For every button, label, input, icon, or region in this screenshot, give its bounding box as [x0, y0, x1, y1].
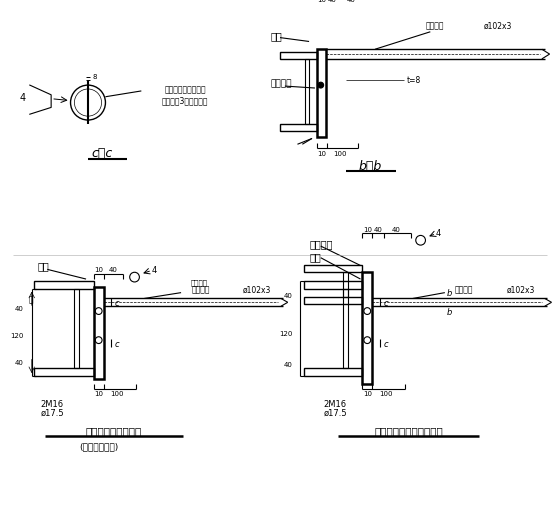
Text: 2M16: 2M16 [324, 399, 347, 408]
Text: 40: 40 [392, 226, 401, 232]
Text: c: c [115, 298, 119, 307]
Text: 焊接钢管: 焊接钢管 [191, 285, 210, 294]
Bar [362, 273, 372, 384]
Text: 10: 10 [94, 267, 103, 273]
Text: 40: 40 [15, 306, 24, 312]
Text: 钢管开槽后插入钢板: 钢管开槽后插入钢板 [164, 85, 206, 94]
Bar [280, 53, 317, 60]
Text: 100: 100 [379, 391, 393, 397]
Text: ø102x3: ø102x3 [242, 285, 271, 294]
Bar [304, 281, 362, 289]
Bar [305, 60, 309, 125]
Bar [34, 369, 94, 376]
Text: 100: 100 [333, 150, 347, 157]
Bar [304, 369, 362, 376]
Text: c: c [115, 339, 119, 348]
Text: ø17.5: ø17.5 [40, 408, 64, 417]
Bar [34, 281, 94, 289]
Text: 40: 40 [284, 362, 293, 368]
Text: 120: 120 [279, 331, 293, 337]
Text: 10: 10 [363, 226, 372, 232]
Text: 10: 10 [94, 391, 103, 397]
Text: 焊接钢管: 焊接钢管 [455, 285, 474, 294]
Bar [280, 125, 317, 131]
Text: 40: 40 [346, 0, 355, 3]
Circle shape [318, 83, 324, 89]
Text: 4: 4 [151, 265, 157, 274]
Text: ø102x3: ø102x3 [484, 21, 512, 30]
Bar [343, 273, 348, 297]
Text: 钢梁: 钢梁 [270, 31, 282, 40]
Bar [317, 50, 325, 137]
Text: 4: 4 [436, 229, 441, 237]
Text: c: c [384, 339, 388, 348]
Text: 焊接钢管: 焊接钢管 [426, 21, 444, 30]
Text: t=8: t=8 [407, 76, 421, 85]
Text: 且端头用3厚钢板焊严: 且端头用3厚钢板焊严 [162, 96, 208, 105]
Text: 120: 120 [11, 333, 24, 339]
Text: 40: 40 [15, 360, 24, 366]
Bar [94, 287, 104, 379]
Text: 100: 100 [110, 391, 124, 397]
Bar [304, 265, 362, 273]
Text: 焊接钢管: 焊接钢管 [191, 279, 208, 286]
Text: 刚性系杆连接详图二: 刚性系杆连接详图二 [85, 426, 141, 435]
Bar [74, 289, 80, 369]
Text: 10: 10 [317, 150, 326, 157]
Text: 钢梁: 钢梁 [38, 261, 49, 271]
Text: 2M16: 2M16 [40, 399, 64, 408]
Text: b－b: b－b [358, 160, 382, 173]
Text: ø17.5: ø17.5 [324, 408, 347, 417]
Text: b: b [447, 289, 452, 298]
Text: 孔: 孔 [29, 294, 34, 304]
Text: 屋脊外刚性系杆连接详图: 屋脊外刚性系杆连接详图 [375, 426, 444, 435]
Bar [304, 297, 362, 305]
Text: 40: 40 [284, 292, 293, 298]
Text: ø102x3: ø102x3 [506, 285, 535, 294]
Text: 钢梁端板: 钢梁端板 [309, 239, 333, 248]
Text: (用于加劲腹外): (用于加劲腹外) [79, 441, 118, 450]
Text: 40: 40 [374, 226, 382, 232]
Text: 钢梁: 钢梁 [309, 251, 321, 261]
Text: 钢梁端板: 钢梁端板 [270, 79, 292, 88]
Text: c: c [384, 298, 388, 307]
Text: c－c: c－c [92, 147, 113, 160]
Text: 10: 10 [363, 391, 372, 397]
Text: 10: 10 [317, 0, 326, 3]
Text: b: b [447, 308, 452, 317]
Text: 40: 40 [109, 267, 118, 273]
Text: 8: 8 [92, 74, 97, 80]
Bar [343, 289, 348, 369]
Text: 40: 40 [328, 0, 337, 3]
Text: 4: 4 [20, 92, 26, 103]
